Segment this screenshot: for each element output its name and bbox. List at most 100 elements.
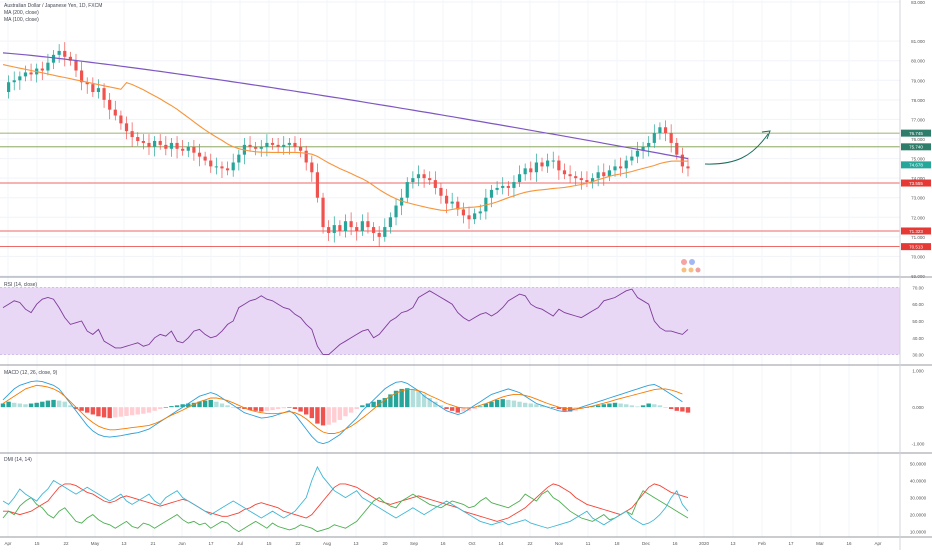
dmi-legend[interactable]: DMI (14, 14): [4, 457, 32, 463]
candle-body[interactable]: [18, 76, 22, 81]
macd-histogram-bar[interactable]: [624, 404, 629, 408]
candle-body[interactable]: [136, 137, 140, 141]
candle-body[interactable]: [461, 209, 466, 216]
candle-body[interactable]: [74, 60, 78, 71]
candle-body[interactable]: [590, 178, 595, 183]
macd-histogram-bar[interactable]: [483, 403, 489, 408]
macd-histogram-bar[interactable]: [326, 407, 331, 425]
macd-histogram-bar[interactable]: [494, 399, 500, 408]
macd-histogram-bar[interactable]: [601, 404, 606, 408]
candle-body[interactable]: [669, 133, 673, 143]
candle-body[interactable]: [293, 142, 297, 147]
macd-histogram-bar[interactable]: [562, 407, 567, 411]
macd-histogram-bar[interactable]: [405, 388, 410, 408]
candle-body[interactable]: [259, 146, 263, 149]
macd-histogram-bar[interactable]: [259, 407, 264, 412]
macd-histogram-bar[interactable]: [292, 407, 298, 409]
candle-body[interactable]: [585, 180, 589, 183]
macd-histogram-bar[interactable]: [129, 407, 135, 416]
macd-histogram-bar[interactable]: [208, 399, 213, 408]
candle-body[interactable]: [96, 88, 101, 93]
candle-body[interactable]: [265, 142, 269, 147]
macd-histogram-bar[interactable]: [79, 407, 84, 411]
candle-body[interactable]: [675, 142, 679, 155]
macd-histogram-bar[interactable]: [337, 407, 343, 420]
macd-histogram-bar[interactable]: [253, 407, 258, 411]
candle-body[interactable]: [562, 170, 567, 175]
candle-body[interactable]: [270, 142, 275, 145]
candle-body[interactable]: [433, 180, 437, 188]
candle-body[interactable]: [473, 213, 477, 220]
candle-body[interactable]: [534, 162, 539, 173]
macd-histogram-bar[interactable]: [657, 405, 663, 408]
candle-body[interactable]: [489, 189, 494, 198]
macd-histogram-bar[interactable]: [124, 407, 129, 416]
macd-histogram-bar[interactable]: [6, 401, 11, 408]
candle-body[interactable]: [175, 142, 179, 149]
candle-body[interactable]: [596, 172, 600, 179]
macd-histogram-bar[interactable]: [489, 401, 494, 408]
macd-histogram-bar[interactable]: [511, 400, 517, 408]
candle-body[interactable]: [658, 127, 662, 134]
macd-histogram-bar[interactable]: [85, 407, 90, 413]
macd-histogram-bar[interactable]: [438, 405, 444, 408]
macd-histogram-bar[interactable]: [551, 407, 556, 408]
candle-body[interactable]: [557, 160, 561, 171]
candle-body[interactable]: [619, 166, 623, 169]
candle-body[interactable]: [57, 50, 61, 55]
macd-histogram-bar[interactable]: [388, 394, 393, 408]
ma100-line[interactable]: [2, 64, 689, 212]
candle-body[interactable]: [29, 72, 33, 75]
candle-body[interactable]: [546, 160, 550, 167]
event-marker-icon[interactable]: [689, 259, 695, 265]
macd-histogram-bar[interactable]: [298, 407, 303, 412]
candle-body[interactable]: [517, 174, 522, 183]
candle-body[interactable]: [108, 99, 112, 110]
candle-body[interactable]: [411, 178, 415, 183]
macd-histogram-bar[interactable]: [449, 407, 455, 411]
dmi-adx-line[interactable]: [3, 483, 689, 522]
macd-histogram-bar[interactable]: [107, 407, 112, 419]
candle-body[interactable]: [40, 68, 44, 71]
candle-body[interactable]: [91, 84, 95, 93]
macd-histogram-bar[interactable]: [461, 407, 466, 412]
macd-histogram-bar[interactable]: [595, 405, 601, 408]
candle-body[interactable]: [237, 154, 241, 163]
macd-histogram-bar[interactable]: [534, 404, 539, 408]
candle-body[interactable]: [456, 201, 460, 210]
macd-histogram-bar[interactable]: [101, 407, 107, 418]
macd-histogram-bar[interactable]: [169, 406, 174, 408]
macd-histogram-bar[interactable]: [382, 398, 388, 408]
candle-body[interactable]: [394, 205, 398, 218]
candle-body[interactable]: [371, 227, 376, 233]
macd-histogram-bar[interactable]: [522, 402, 528, 408]
macd-histogram-bar[interactable]: [118, 407, 124, 417]
macd-histogram-bar[interactable]: [427, 398, 432, 408]
macd-histogram-bar[interactable]: [90, 407, 96, 415]
macd-histogram-bar[interactable]: [225, 405, 230, 408]
candle-body[interactable]: [287, 142, 291, 145]
candle-body[interactable]: [501, 185, 505, 188]
macd-histogram-bar[interactable]: [360, 405, 365, 408]
candle-body[interactable]: [51, 54, 56, 63]
macd-histogram-bar[interactable]: [186, 403, 191, 408]
macd-histogram-bar[interactable]: [517, 401, 522, 408]
candle-body[interactable]: [506, 185, 510, 188]
ma200-line[interactable]: [2, 52, 689, 160]
candle-body[interactable]: [192, 146, 196, 153]
candle-body[interactable]: [119, 115, 123, 124]
candle-body[interactable]: [332, 225, 336, 233]
candle-body[interactable]: [416, 174, 421, 179]
macd-histogram-bar[interactable]: [646, 403, 651, 408]
candle-body[interactable]: [540, 162, 544, 167]
candle-body[interactable]: [383, 227, 387, 237]
ma100-legend[interactable]: MA (100, close): [4, 17, 39, 23]
macd-histogram-bar[interactable]: [275, 407, 281, 409]
event-marker-icon[interactable]: [681, 267, 687, 273]
macd-histogram-bar[interactable]: [231, 407, 236, 408]
candle-body[interactable]: [444, 195, 449, 204]
candle-body[interactable]: [349, 221, 353, 228]
event-marker-icon[interactable]: [681, 259, 687, 265]
macd-histogram-bar[interactable]: [34, 402, 39, 408]
candle-body[interactable]: [630, 156, 634, 161]
